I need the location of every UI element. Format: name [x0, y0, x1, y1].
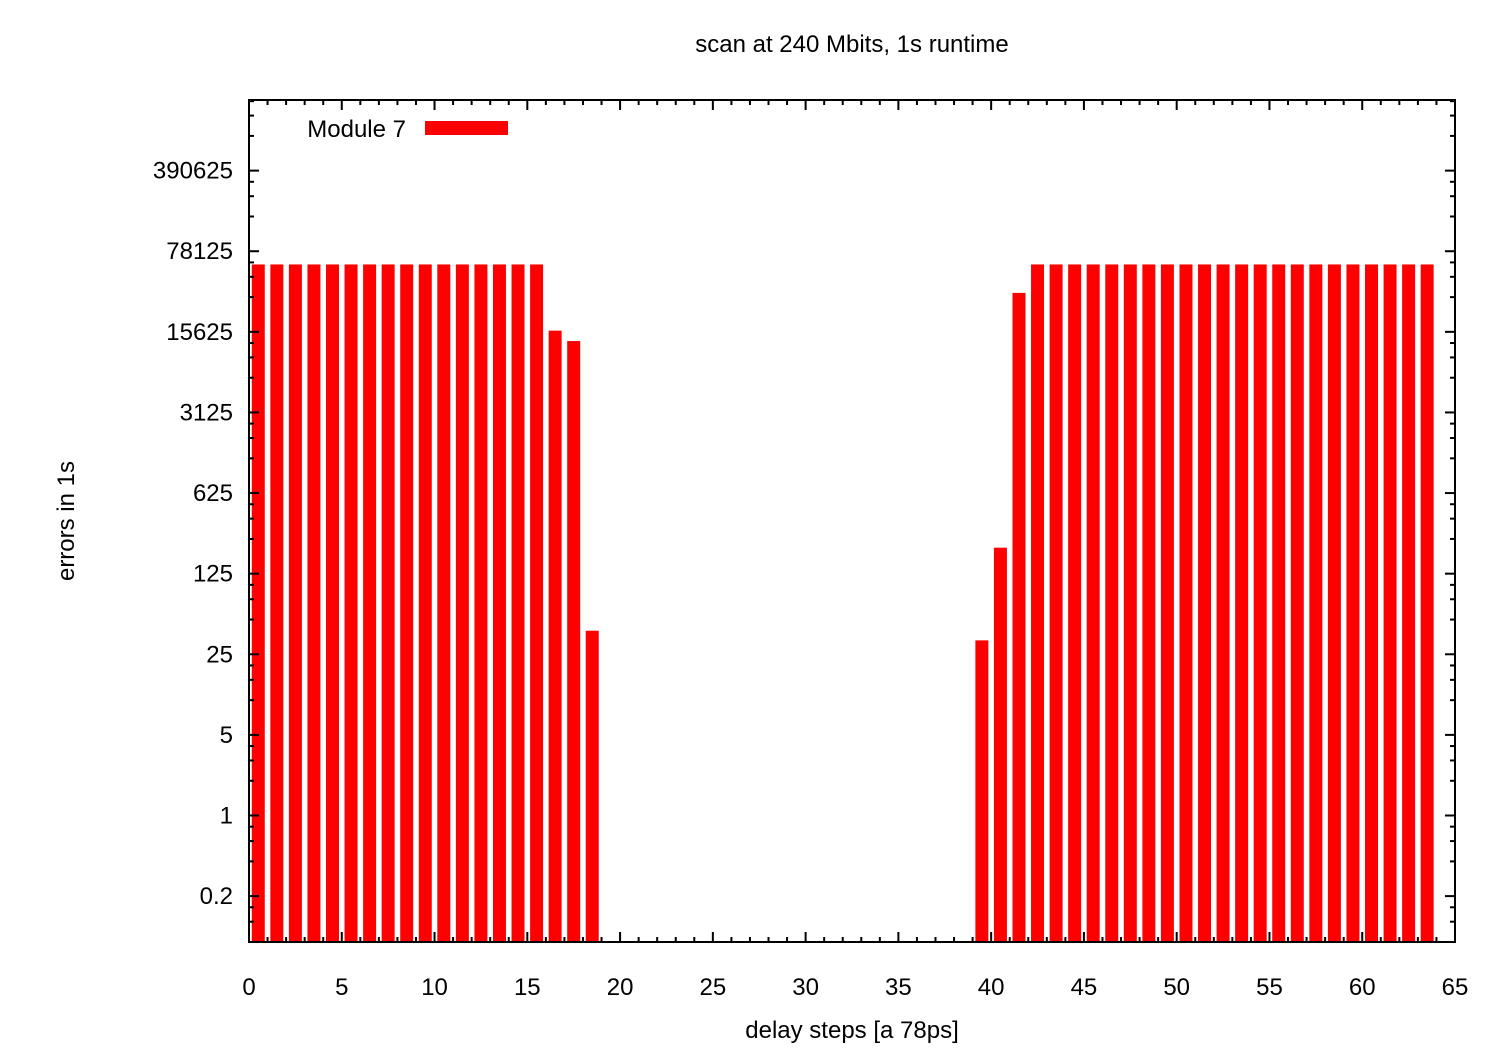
bar [1253, 264, 1267, 942]
legend-swatch [425, 121, 508, 135]
x-tick-label: 5 [335, 974, 348, 1001]
bar [1198, 264, 1212, 942]
x-tick-label: 20 [607, 974, 634, 1001]
legend: Module 7 [307, 116, 508, 143]
bar [1235, 264, 1249, 942]
x-tick-label: 10 [421, 974, 448, 1001]
bar [307, 264, 321, 942]
bar [270, 264, 284, 942]
bar [530, 264, 544, 942]
bar [437, 264, 451, 942]
bar [548, 330, 562, 942]
bar [993, 547, 1007, 942]
bar [492, 264, 506, 942]
bar [326, 264, 339, 942]
legend-label: Module 7 [307, 116, 406, 143]
bar [400, 264, 414, 942]
y-tick-labels: 0.2 1 5 25 125 625 3125 15625 78125 390625 [153, 158, 233, 910]
bar [1216, 264, 1230, 942]
y-tick-label: 3125 [180, 399, 233, 426]
bar [1179, 264, 1193, 942]
bar [1031, 264, 1045, 942]
x-tick-label: 60 [1349, 974, 1376, 1001]
bar [474, 264, 488, 942]
x-axis-title: delay steps [a 78ps] [745, 1017, 958, 1044]
y-axis-title: errors in 1s [53, 461, 80, 581]
bar [1420, 264, 1434, 942]
x-tick-label: 65 [1442, 974, 1469, 1001]
x-tick-label: 0 [242, 974, 255, 1001]
bar [567, 341, 581, 942]
bar [1142, 264, 1156, 942]
plot-frame [248, 99, 1456, 943]
chart-title: scan at 240 Mbits, 1s runtime [695, 31, 1008, 58]
y-tick-label: 125 [193, 561, 233, 588]
bar [455, 264, 469, 942]
y-tick-label: 390625 [153, 158, 233, 185]
y-tick-label: 5 [220, 722, 233, 749]
y-tick-label: 0.2 [200, 883, 233, 910]
bar [1402, 264, 1416, 942]
x-tick-label: 40 [978, 974, 1005, 1001]
x-tick-label: 50 [1163, 974, 1190, 1001]
bar [1068, 264, 1082, 942]
bar [1012, 292, 1026, 942]
bar [251, 264, 265, 942]
bar [1309, 264, 1323, 942]
bar [1160, 264, 1174, 942]
x-tick-labels: 0 5 10 15 20 25 30 35 40 45 50 55 60 65 [242, 974, 1468, 1001]
bar [1049, 264, 1063, 942]
bar [1290, 264, 1304, 942]
y-tick-label: 78125 [166, 238, 233, 265]
bar [1327, 264, 1341, 942]
y-tick-label: 25 [206, 641, 233, 668]
bar [585, 630, 599, 942]
bar [1086, 264, 1100, 942]
bar [418, 264, 432, 942]
bar [1365, 264, 1378, 942]
x-tick-label: 45 [1071, 974, 1098, 1001]
bar [381, 264, 395, 942]
x-tick-label: 15 [514, 974, 541, 1001]
y-tick-label: 1 [220, 803, 233, 830]
y-tick-label: 15625 [166, 319, 233, 346]
x-tick-label: 55 [1256, 974, 1283, 1001]
bar [1123, 264, 1137, 942]
bar [1105, 264, 1119, 942]
bar [288, 264, 302, 942]
bar [344, 264, 358, 942]
bars-layer [251, 264, 1434, 942]
bar [363, 264, 377, 942]
x-tick-label: 30 [792, 974, 819, 1001]
bar [975, 640, 989, 942]
x-tick-label: 25 [699, 974, 726, 1001]
bar [1346, 264, 1360, 942]
bar [1272, 264, 1286, 942]
y-tick-label: 625 [193, 480, 233, 507]
bar [1383, 264, 1397, 942]
x-tick-label: 35 [885, 974, 912, 1001]
bar [511, 264, 525, 942]
